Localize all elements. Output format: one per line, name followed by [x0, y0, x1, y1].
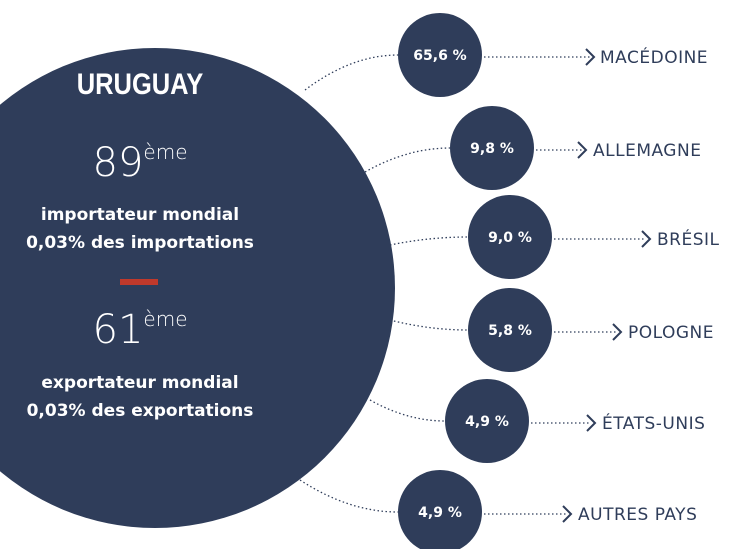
share-bubble: [398, 13, 482, 97]
country-label: MACÉDOINE: [600, 46, 708, 68]
share-bubble: [468, 195, 552, 279]
export-rank: 61ème: [93, 307, 188, 354]
connector: [364, 147, 451, 173]
rank-suffix: ème: [143, 307, 187, 331]
country-circle: [0, 48, 395, 528]
divider: [120, 279, 158, 285]
share-bubble: [468, 288, 552, 372]
import-label: importateur mondial: [41, 205, 239, 225]
connector: [304, 54, 399, 91]
chevron: [641, 230, 652, 248]
chevron: [586, 414, 597, 432]
country-title: URUGUAY: [77, 67, 204, 100]
partner-list: 65,6 % MACÉDOINE 9,8 % ALLEMAGNE 9,0 % BRÉSIL…: [299, 13, 720, 549]
share-bubble: [450, 106, 534, 190]
chevron: [585, 48, 596, 66]
export-label: exportateur mondial: [41, 373, 238, 393]
share-label: 5,8 %: [488, 323, 532, 339]
connector: [299, 479, 399, 513]
share-label: 9,8 %: [470, 141, 514, 157]
connector: [389, 236, 469, 246]
share-bubble: [445, 379, 529, 463]
share-bubble: [398, 470, 482, 549]
country-label: AUTRES PAYS: [578, 505, 697, 525]
country-label: ÉTATS-UNIS: [602, 412, 705, 434]
chevron: [562, 505, 573, 523]
share-label: 4,9 %: [465, 414, 509, 430]
share-label: 9,0 %: [488, 230, 532, 246]
chevron: [612, 323, 623, 341]
rank-number: 61: [93, 307, 144, 353]
rank-suffix: ème: [143, 140, 187, 164]
country-label: ALLEMAGNE: [593, 141, 701, 161]
country-label: POLOGNE: [628, 323, 714, 343]
country-label: BRÉSIL: [657, 228, 720, 250]
share-label: 65,6 %: [413, 48, 466, 64]
connector: [369, 399, 446, 422]
connector: [389, 319, 469, 331]
rank-number: 89: [93, 140, 144, 186]
import-rank: 89ème: [93, 140, 188, 187]
share-label: 4,9 %: [418, 505, 462, 521]
export-share: 0,03% des exportations: [27, 401, 254, 421]
chevron: [577, 141, 588, 159]
import-share: 0,03% des importations: [26, 233, 254, 253]
